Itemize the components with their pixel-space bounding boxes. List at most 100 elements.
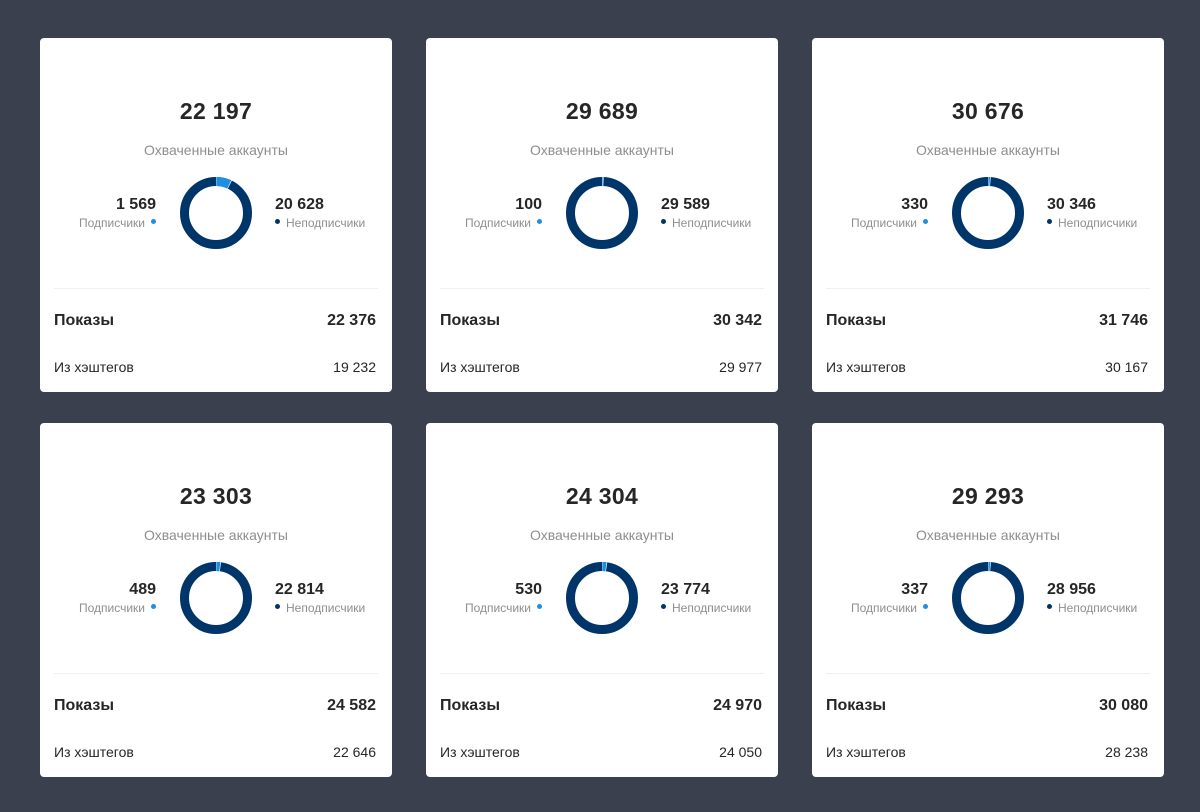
stats-card: 22 197 Охваченные аккаунты 1 569 Подписч… (40, 38, 392, 392)
non-followers-label: Неподписчики (672, 601, 752, 615)
non-followers-label: Неподписчики (1058, 601, 1138, 615)
impressions-value: 24 582 (327, 697, 376, 714)
followers-legend-dot (151, 219, 156, 225)
stats-card: 29 293 Охваченные аккаунты 337 Подписчик… (812, 423, 1164, 777)
followers-label: Подписчики (78, 601, 145, 615)
divider (54, 673, 378, 674)
reached-accounts-label: Охваченные аккаунты (144, 527, 288, 543)
impressions-label: Показы (54, 312, 114, 329)
followers-label: Подписчики (850, 601, 917, 615)
reached-accounts-total: 23 303 (179, 483, 253, 509)
non-followers-legend-dot (275, 219, 280, 225)
non-followers-stat: 22 814 Неподписчики (275, 580, 365, 616)
followers-count: 530 (515, 581, 542, 598)
followers-stat: 489 Подписчики (79, 580, 156, 616)
non-followers-segment (566, 562, 638, 634)
non-followers-segment (952, 177, 1024, 249)
reached-accounts-label: Охваченные аккаунты (144, 142, 288, 158)
non-followers-segment (180, 562, 252, 634)
followers-stat: 330 Подписчики (851, 195, 928, 231)
followers-count: 330 (901, 196, 928, 213)
reached-accounts-total: 30 676 (951, 98, 1025, 124)
impressions-value: 30 080 (1099, 697, 1148, 714)
followers-stat: 1 569 Подписчики (79, 195, 156, 231)
followers-donut-chart (179, 561, 253, 635)
followers-count: 337 (901, 581, 928, 598)
from-hashtags-label: Из хэштегов (54, 744, 134, 760)
non-followers-count: 30 346 (1047, 196, 1096, 213)
followers-stat: 337 Подписчики (851, 580, 928, 616)
non-followers-stat: 23 774 Неподписчики (661, 580, 751, 616)
followers-donut-chart (951, 176, 1025, 250)
reached-accounts-total: 24 304 (565, 483, 639, 509)
from-hashtags-value: 19 232 (333, 359, 376, 375)
divider (826, 673, 1150, 674)
segment-separator (179, 176, 253, 250)
impressions-value: 31 746 (1099, 312, 1148, 329)
segment-separator (951, 176, 1025, 250)
reached-accounts-total: 29 293 (951, 483, 1025, 509)
from-hashtags-value: 30 167 (1105, 359, 1148, 375)
non-followers-legend-dot (661, 604, 666, 610)
impressions-label: Показы (826, 312, 886, 329)
non-followers-legend-dot (1047, 219, 1052, 225)
followers-count: 1 569 (115, 196, 156, 213)
non-followers-segment (566, 177, 638, 249)
impressions-value: 24 970 (713, 697, 762, 714)
followers-legend-dot (923, 604, 928, 610)
followers-donut-chart (565, 176, 639, 250)
followers-donut-chart (565, 561, 639, 635)
reached-accounts-label: Охваченные аккаунты (916, 142, 1060, 158)
followers-legend-dot (537, 604, 542, 610)
non-followers-legend-dot (1047, 604, 1052, 610)
divider (54, 288, 378, 289)
stats-card: 24 304 Охваченные аккаунты 530 Подписчик… (426, 423, 778, 777)
stats-card: 23 303 Охваченные аккаунты 489 Подписчик… (40, 423, 392, 777)
non-followers-label: Неподписчики (672, 216, 752, 230)
non-followers-stat: 20 628 Неподписчики (275, 195, 365, 231)
reached-accounts-label: Охваченные аккаунты (530, 527, 674, 543)
segment-separator (565, 176, 639, 250)
followers-donut-chart (951, 561, 1025, 635)
impressions-label: Показы (826, 697, 886, 714)
reached-accounts-label: Охваченные аккаунты (916, 527, 1060, 543)
followers-label: Подписчики (464, 601, 531, 615)
impressions-label: Показы (440, 697, 500, 714)
from-hashtags-label: Из хэштегов (826, 744, 906, 760)
from-hashtags-value: 22 646 (333, 744, 376, 760)
stats-card: 29 689 Охваченные аккаунты 100 Подписчик… (426, 38, 778, 392)
non-followers-count: 22 814 (275, 581, 324, 598)
impressions-value: 22 376 (327, 312, 376, 329)
divider (440, 673, 764, 674)
non-followers-count: 28 956 (1047, 581, 1096, 598)
reached-accounts-label: Охваченные аккаунты (530, 142, 674, 158)
non-followers-count: 23 774 (661, 581, 710, 598)
from-hashtags-value: 28 238 (1105, 744, 1148, 760)
non-followers-label: Неподписчики (286, 601, 366, 615)
non-followers-legend-dot (661, 219, 666, 225)
non-followers-stat: 29 589 Неподписчики (661, 195, 751, 231)
reached-accounts-total: 22 197 (179, 98, 253, 124)
non-followers-stat: 30 346 Неподписчики (1047, 195, 1137, 231)
impressions-label: Показы (54, 697, 114, 714)
followers-label: Подписчики (850, 216, 917, 230)
divider (440, 288, 764, 289)
followers-stat: 100 Подписчики (465, 195, 542, 231)
non-followers-count: 29 589 (661, 196, 710, 213)
from-hashtags-value: 24 050 (719, 744, 762, 760)
segment-separator (179, 561, 253, 635)
followers-label: Подписчики (78, 216, 145, 230)
divider (826, 288, 1150, 289)
followers-legend-dot (151, 604, 156, 610)
segment-separator (951, 561, 1025, 635)
non-followers-label: Неподписчики (1058, 216, 1138, 230)
non-followers-stat: 28 956 Неподписчики (1047, 580, 1137, 616)
followers-count: 100 (515, 196, 542, 213)
non-followers-label: Неподписчики (286, 216, 366, 230)
non-followers-count: 20 628 (275, 196, 324, 213)
stats-card: 30 676 Охваченные аккаунты 330 Подписчик… (812, 38, 1164, 392)
followers-legend-dot (537, 219, 542, 225)
from-hashtags-label: Из хэштегов (54, 359, 134, 375)
followers-label: Подписчики (464, 216, 531, 230)
